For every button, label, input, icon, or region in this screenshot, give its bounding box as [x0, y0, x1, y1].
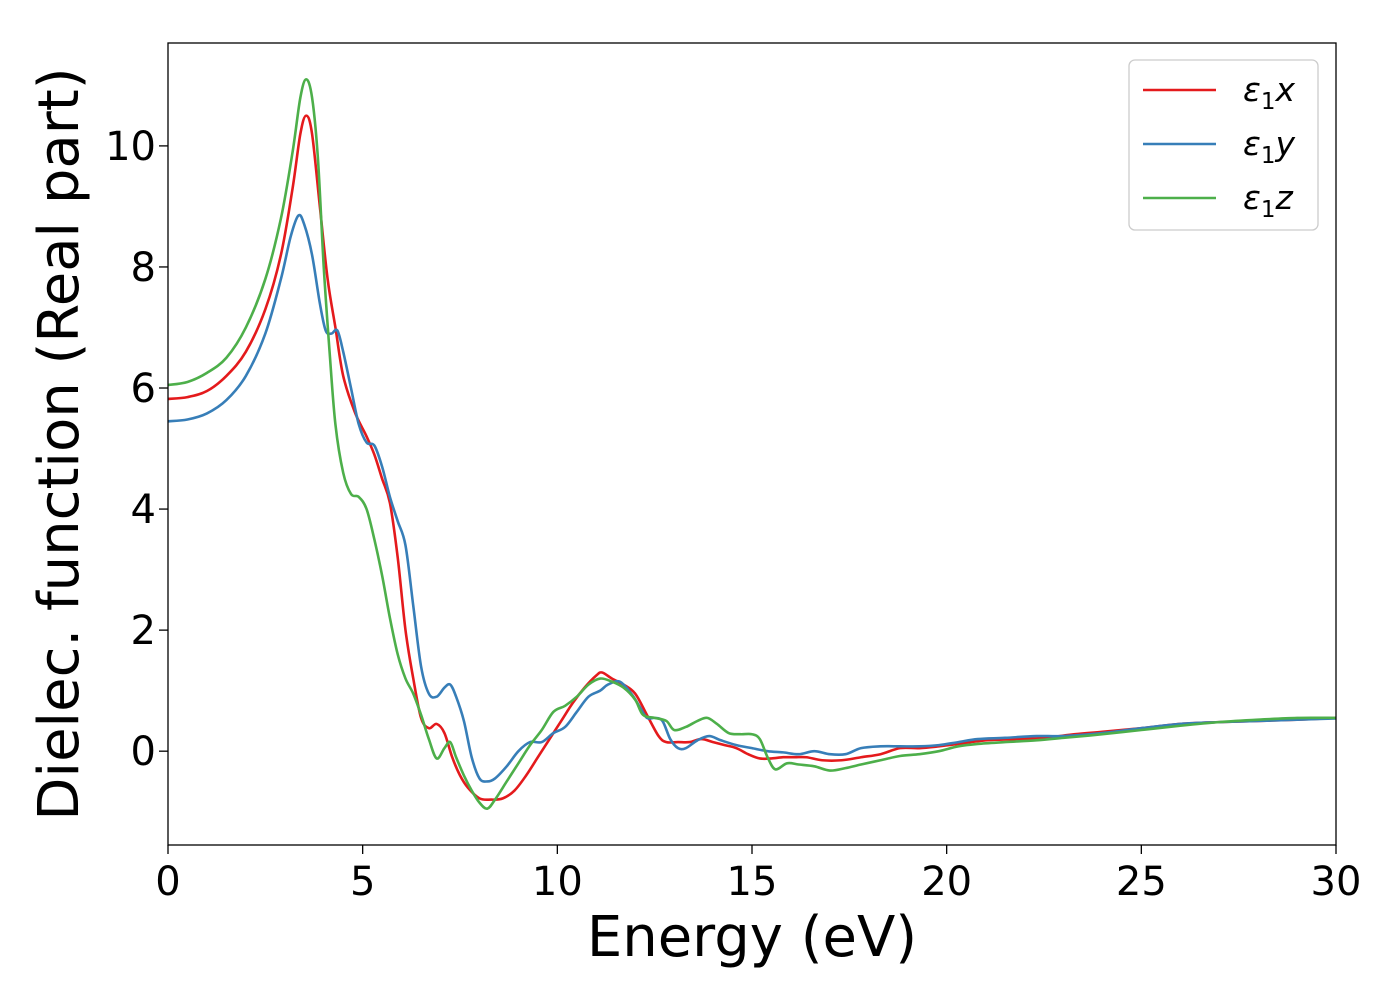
x-tick-label: 10 [532, 859, 583, 905]
legend: ε1x ε1y ε1z [1128, 59, 1319, 231]
x-tick-label: 5 [350, 859, 375, 905]
series-line-y [168, 213, 1336, 783]
y-tick-label: 2 [131, 608, 156, 654]
x-tick-label: 0 [155, 859, 180, 905]
y-tick-label: 6 [131, 366, 156, 412]
x-axis-title: Energy (eV) [587, 905, 917, 970]
legend-label-z: ε1z [1243, 178, 1293, 223]
y-tick-label: 8 [131, 245, 156, 291]
y-tick-label: 10 [105, 124, 156, 170]
series-line-z [168, 78, 1336, 810]
y-axis-title: Dielec. function (Real part) [27, 67, 92, 820]
x-tick-label: 15 [727, 859, 778, 905]
x-tick-label: 25 [1116, 859, 1167, 905]
y-tick-label: 0 [131, 729, 156, 775]
y-axis: 0 2 4 6 8 10 [105, 124, 168, 775]
x-axis: 0 5 10 15 20 25 30 [155, 845, 1361, 905]
y-tick-label: 4 [131, 487, 156, 533]
x-tick-label: 20 [921, 859, 972, 905]
legend-label-y: ε1y [1243, 124, 1295, 169]
x-tick-label: 30 [1311, 859, 1362, 905]
series-layer [168, 78, 1336, 810]
legend-box [1128, 59, 1319, 231]
legend-label-x: ε1x [1243, 70, 1295, 115]
